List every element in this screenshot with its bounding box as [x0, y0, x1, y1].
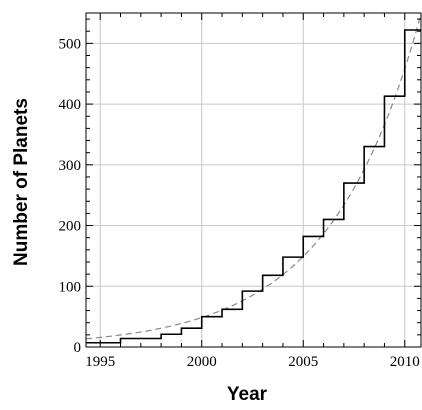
series-planet-count-step	[86, 29, 421, 344]
y-tick-label-0: 0	[74, 340, 82, 356]
y-tick-label-200: 200	[59, 219, 82, 235]
x-axis-label: Year	[227, 384, 268, 405]
y-tick-label-500: 500	[59, 36, 82, 52]
x-tick-label-1995: 1995	[85, 354, 115, 370]
x-tick-label-2000: 2000	[187, 354, 217, 370]
ticks	[86, 13, 421, 348]
y-tick-label-400: 400	[59, 97, 82, 113]
y-axis-label: Number of Planets	[11, 98, 32, 266]
y-tick-label-300: 300	[59, 158, 82, 174]
grid	[86, 13, 421, 348]
plot-frame	[85, 12, 422, 348]
x-tick-label-2005: 2005	[288, 354, 318, 370]
x-tick-label-2010: 2010	[390, 354, 420, 370]
y-tick-label-100: 100	[59, 279, 82, 295]
x-tick-labels: 1995 2000 2005 2010	[85, 354, 420, 370]
series-fit-curve	[85, 13, 422, 340]
y-tick-labels: 0 100 200 300 400 500	[59, 36, 82, 356]
